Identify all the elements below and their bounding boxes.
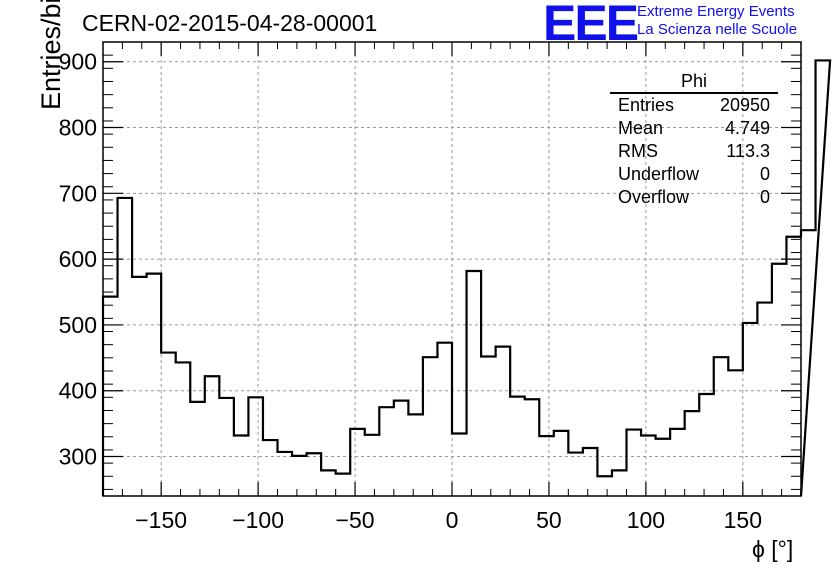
chart-title: CERN-02-2015-04-28-00001 (82, 10, 378, 36)
stats-row-rms: RMS 113.3 (610, 140, 778, 163)
stats-value: 4.749 (724, 118, 770, 138)
stats-value: 20950 (719, 95, 770, 115)
y-tick-label: 900 (59, 49, 97, 75)
y-tick-label: 400 (59, 378, 97, 404)
x-tick-label: −100 (232, 507, 284, 533)
x-tick-label: −150 (135, 507, 187, 533)
x-tick-label: 0 (446, 507, 459, 533)
stats-row-entries: Entries 20950 (610, 94, 778, 117)
y-tick-label: 600 (59, 246, 97, 272)
stats-row-mean: Mean 4.749 (610, 117, 778, 140)
y-tick-label: 800 (59, 115, 97, 141)
stats-label: Overflow (618, 187, 690, 207)
logo-caption-line1: Extreme Energy Events (637, 3, 795, 20)
stats-value: 0 (759, 164, 770, 184)
stats-label: Mean (618, 118, 664, 138)
stats-label: Entries (618, 95, 675, 115)
y-tick-label: 500 (59, 312, 97, 338)
plot-frame (102, 41, 802, 497)
stats-value: 113.3 (726, 141, 770, 161)
x-tick-label: 150 (724, 507, 762, 533)
stats-box: Phi Entries 20950 Mean 4.749 RMS 113.3 Unde… (610, 72, 778, 209)
x-tick-label: −50 (336, 507, 375, 533)
logo-caption: Extreme Energy Events La Scienza nelle S… (637, 3, 797, 39)
x-tick-label: 50 (536, 507, 562, 533)
y-axis-label: Entries/bin (36, 0, 66, 110)
stats-row-underflow: Underflow 0 (610, 163, 778, 186)
y-tick-label: 300 (59, 444, 97, 470)
histogram-series (101, 59, 832, 497)
stats-row-overflow: Overflow 0 (610, 186, 778, 209)
stats-title: Phi (610, 72, 778, 94)
logo-caption-line2: La Scienza nelle Scuole (637, 21, 798, 38)
y-tick-label: 700 (59, 180, 97, 206)
stats-label: Underflow (618, 164, 700, 184)
stats-label: RMS (618, 141, 658, 161)
eee-logo: EEE (543, 0, 639, 51)
x-tick-label: 100 (627, 507, 665, 533)
stats-value: 0 (759, 187, 770, 207)
x-axis-label: ϕ [°] (752, 536, 794, 562)
